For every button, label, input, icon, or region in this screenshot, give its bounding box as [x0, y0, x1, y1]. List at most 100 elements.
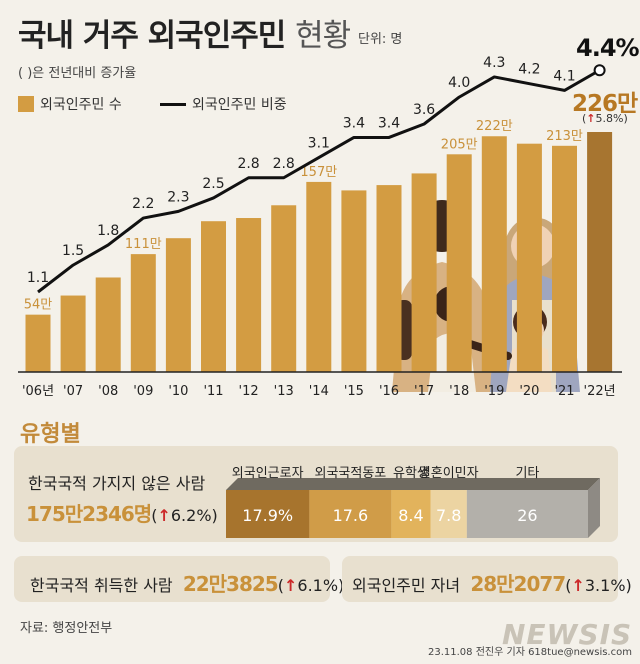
page-subtitle: 현황 — [295, 18, 351, 54]
x-tick-12: '18 — [449, 384, 469, 399]
line-label-13: 4.3 — [483, 55, 505, 71]
x-tick-15: '21 — [554, 384, 574, 399]
x-tick-9: '15 — [344, 384, 364, 399]
line-label-14: 4.2 — [518, 62, 540, 78]
line-label-1: 1.5 — [62, 243, 84, 259]
growth-note: ( )은 전년대비 증가율 — [18, 66, 137, 81]
x-tick-13: '19 — [484, 384, 504, 399]
x-tick-6: '12 — [239, 384, 259, 399]
line-label-4: 2.3 — [167, 189, 189, 205]
bar-12 — [446, 154, 472, 372]
final-growth: (↑5.8%) — [582, 112, 628, 125]
panel-c-label: 외국인주민 자녀 — [352, 576, 461, 595]
x-tick-7: '13 — [274, 384, 294, 399]
up-arrow-icon: ↑ — [586, 112, 596, 125]
bar-5 — [201, 221, 226, 372]
segment-value-2: 8.4 — [398, 506, 424, 525]
bar-7 — [271, 205, 297, 372]
x-tick-4: '10 — [168, 384, 188, 399]
bar-8 — [306, 181, 332, 372]
segment-label-2: 유학생 — [393, 466, 429, 481]
panel-b-label: 한국국적 취득한 사람 — [30, 576, 173, 595]
x-tick-10: '16 — [379, 384, 399, 399]
up-arrow-icon: ↑ — [283, 576, 298, 595]
share-line-end-point — [593, 64, 606, 77]
section-title: 유형별 — [20, 422, 81, 447]
final-bar-value: 226만 — [572, 91, 638, 117]
panel-children — [342, 556, 618, 602]
line-label-6: 2.8 — [237, 156, 259, 172]
panel-b-value: 22만3825 — [182, 572, 279, 596]
segment-value-0: 17.9% — [242, 506, 294, 525]
final-share-value: 4.4% — [576, 34, 640, 62]
x-tick-8: '14 — [309, 384, 329, 399]
bar-label-12: 205만 — [441, 137, 478, 152]
segment-label-0: 외국인근로자 — [231, 466, 304, 481]
x-tick-11: '17 — [414, 384, 434, 399]
credit-line: 23.11.08 전진우 기자 618tue@newsis.com — [428, 647, 632, 658]
bar-3 — [130, 254, 156, 372]
panel-a-figure: 175만2346명(↑6.2%) — [26, 502, 218, 526]
bar-15 — [552, 145, 577, 372]
segment-value-4: 26 — [517, 506, 538, 525]
line-label-15: 4.1 — [553, 68, 575, 84]
bar-16 — [587, 132, 613, 372]
segment-1 — [309, 490, 392, 538]
unit-label: 단위: 명 — [358, 32, 403, 47]
bar-14 — [516, 143, 542, 372]
panel-c-growth: 3.1%) — [584, 576, 632, 595]
line-label-9: 3.4 — [343, 115, 365, 131]
stacked-bar-side — [588, 478, 600, 538]
line-label-12: 4.0 — [448, 75, 470, 91]
legend-line: 외국인주민 비중 — [160, 94, 287, 114]
bar-9 — [341, 190, 367, 372]
bar-10 — [376, 185, 402, 372]
legend-bar-swatch — [18, 96, 34, 112]
segment-label-3: 결혼이민자 — [418, 466, 479, 481]
segment-2 — [391, 490, 431, 538]
share-line — [37, 68, 601, 294]
line-label-0: 1.1 — [27, 270, 49, 286]
segment-value-3: 7.8 — [435, 506, 462, 525]
line-label-3: 2.2 — [132, 196, 154, 212]
segment-4 — [466, 490, 588, 538]
x-tick-1: '07 — [63, 384, 83, 399]
panel-naturalized — [14, 556, 330, 602]
bar-2 — [95, 277, 121, 372]
x-tick-2: '08 — [98, 384, 118, 399]
line-label-5: 2.5 — [202, 176, 224, 192]
panel-c-value: 28만2077 — [470, 572, 566, 596]
legend-bars: 외국인주민 수 — [18, 94, 122, 114]
bar-label-0: 54만 — [24, 298, 53, 313]
bar-13 — [481, 136, 507, 372]
panel-a-label: 한국국적 가지지 않은 사람 — [28, 474, 206, 493]
x-tick-5: '11 — [203, 384, 223, 399]
source-note: 자료: 행정안전부 — [20, 621, 113, 636]
bar-1 — [60, 295, 86, 372]
bar-0 — [25, 314, 51, 372]
panel-b-row: 한국국적 취득한 사람 22만3825(↑6.1%) — [30, 572, 345, 596]
panel-c-row: 외국인주민 자녀 28만2077(↑3.1%) — [352, 572, 632, 596]
bar-11 — [411, 173, 437, 372]
x-tick-3: '09 — [133, 384, 153, 399]
page-title: 국내 거주 외국인주민 현황 — [18, 18, 351, 54]
segment-0 — [226, 490, 310, 538]
x-tick-0: '06년 — [22, 384, 54, 399]
up-arrow-icon: ↑ — [571, 576, 585, 595]
newsis-logo: NEWSIS — [502, 618, 633, 651]
bar-4 — [165, 238, 191, 372]
bar-label-3: 111만 — [125, 237, 162, 252]
segment-label-4: 기타 — [515, 466, 540, 481]
panel-b-growth: 6.1%) — [297, 576, 345, 595]
line-label-10: 3.4 — [378, 115, 400, 131]
x-tick-14: '20 — [519, 384, 539, 399]
panel-a-growth: 6.2%) — [170, 506, 218, 525]
segment-label-1: 외국국적동포 — [314, 466, 387, 481]
line-label-8: 3.1 — [308, 136, 330, 152]
panel-a-value: 175만2346명 — [26, 502, 152, 526]
bar-label-15: 213만 — [546, 129, 583, 144]
segment-value-1: 17.6 — [332, 506, 369, 525]
line-label-7: 2.8 — [273, 156, 295, 172]
